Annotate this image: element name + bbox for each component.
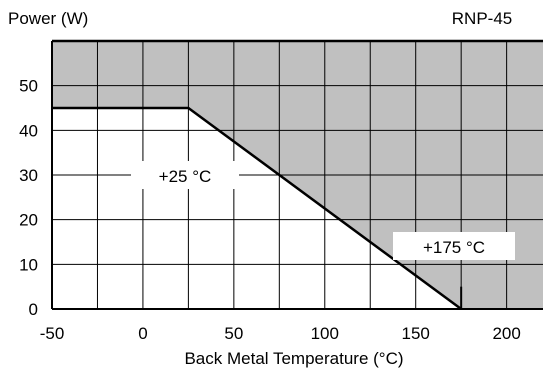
- x-tick-label: 0: [138, 324, 147, 343]
- annotation-25c: +25 °C: [131, 161, 239, 189]
- y-axis-title: Power (W): [8, 9, 88, 28]
- y-tick-label: 40: [19, 121, 38, 140]
- x-tick-label: 100: [311, 324, 339, 343]
- y-tick-label: 10: [19, 255, 38, 274]
- annotation-25c-label: +25 °C: [159, 167, 212, 186]
- annotation-175c-label: +175 °C: [423, 238, 485, 257]
- y-tick-label: 20: [19, 211, 38, 230]
- annotation-175c: +175 °C: [393, 232, 515, 260]
- annotation-175c-background: [393, 232, 515, 260]
- x-tick-label: 50: [224, 324, 243, 343]
- x-tick-label: -50: [40, 324, 65, 343]
- x-axis-title: Back Metal Temperature (°C): [184, 349, 403, 368]
- y-tick-label: 0: [29, 300, 38, 319]
- chart-title: RNP-45: [452, 9, 512, 28]
- x-tick-label: 200: [492, 324, 520, 343]
- derating-line: [52, 106, 462, 311]
- y-tick-label: 50: [19, 77, 38, 96]
- y-tick-label: 30: [19, 166, 38, 185]
- x-tick-label: 150: [402, 324, 430, 343]
- annotation-25c-background: [131, 161, 239, 189]
